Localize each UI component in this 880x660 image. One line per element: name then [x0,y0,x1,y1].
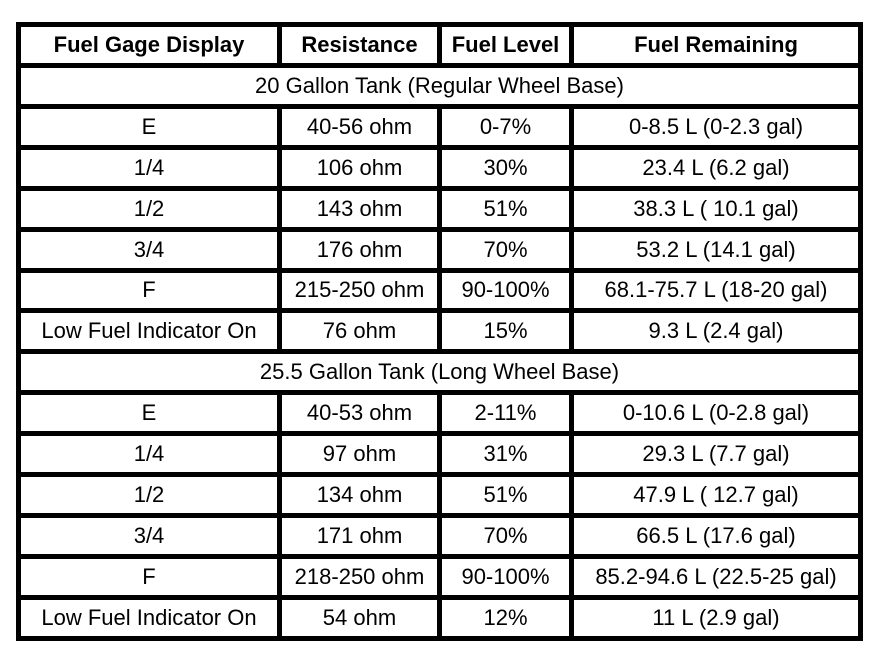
cell-resistance: 40-53 ohm [277,390,442,437]
cell-fuel-gage-display: Low Fuel Indicator On [16,308,282,355]
cell-resistance: 54 ohm [277,594,442,642]
cell-fuel-level: 12% [437,594,574,642]
cell-fuel-remaining: 0-10.6 L (0-2.8 gal) [569,390,863,437]
section-header-row: 20 Gallon Tank (Regular Wheel Base) [16,62,863,109]
table-row: 1/4 106 ohm 30% 23.4 L (6.2 gal) [16,144,863,191]
cell-fuel-remaining: 38.3 L ( 10.1 gal) [569,185,863,232]
table-row: 1/2 134 ohm 51% 47.9 L ( 12.7 gal) [16,472,863,519]
cell-fuel-level: 90-100% [437,267,574,314]
cell-fuel-gage-display: Low Fuel Indicator On [16,594,282,642]
cell-fuel-gage-display: 1/2 [16,472,282,519]
cell-fuel-level: 51% [437,472,574,519]
cell-fuel-gage-display: 1/4 [16,431,282,478]
cell-fuel-remaining: 9.3 L (2.4 gal) [569,308,863,355]
table-row: E 40-56 ohm 0-7% 0-8.5 L (0-2.3 gal) [16,103,863,150]
cell-fuel-gage-display: E [16,103,282,150]
cell-resistance: 134 ohm [277,472,442,519]
cell-resistance: 215-250 ohm [277,267,442,314]
cell-resistance: 143 ohm [277,185,442,232]
cell-resistance: 106 ohm [277,144,442,191]
cell-fuel-level: 2-11% [437,390,574,437]
column-header-fuel-gage-display: Fuel Gage Display [16,22,282,68]
cell-fuel-level: 51% [437,185,574,232]
cell-fuel-gage-display: F [16,267,282,314]
cell-fuel-remaining: 47.9 L ( 12.7 gal) [569,472,863,519]
cell-fuel-gage-display: 3/4 [16,226,282,273]
table-row: Low Fuel Indicator On 76 ohm 15% 9.3 L (… [16,308,863,355]
column-header-fuel-level: Fuel Level [437,22,574,68]
cell-fuel-level: 90-100% [437,553,574,600]
table-row: 1/4 97 ohm 31% 29.3 L (7.7 gal) [16,431,863,478]
section-header-row: 25.5 Gallon Tank (Long Wheel Base) [16,349,863,396]
cell-fuel-gage-display: E [16,390,282,437]
table-row: 3/4 176 ohm 70% 53.2 L (14.1 gal) [16,226,863,273]
cell-resistance: 97 ohm [277,431,442,478]
section-title-20-gallon: 20 Gallon Tank (Regular Wheel Base) [16,62,863,109]
header-row: Fuel Gage Display Resistance Fuel Level … [16,22,863,68]
cell-fuel-remaining: 29.3 L (7.7 gal) [569,431,863,478]
cell-resistance: 76 ohm [277,308,442,355]
cell-resistance: 171 ohm [277,513,442,559]
cell-fuel-level: 30% [437,144,574,191]
fuel-gage-table: Fuel Gage Display Resistance Fuel Level … [16,22,863,642]
cell-fuel-remaining: 53.2 L (14.1 gal) [569,226,863,273]
section-title-25-5-gallon: 25.5 Gallon Tank (Long Wheel Base) [16,349,863,396]
column-header-fuel-remaining: Fuel Remaining [569,22,863,68]
cell-fuel-gage-display: F [16,553,282,600]
cell-fuel-level: 70% [437,513,574,559]
cell-fuel-level: 70% [437,226,574,273]
cell-resistance: 218-250 ohm [277,553,442,600]
column-header-resistance: Resistance [277,22,442,68]
cell-fuel-gage-display: 3/4 [16,513,282,559]
cell-resistance: 40-56 ohm [277,103,442,150]
cell-fuel-remaining: 66.5 L (17.6 gal) [569,513,863,559]
cell-fuel-gage-display: 1/2 [16,185,282,232]
table-row: 3/4 171 ohm 70% 66.5 L (17.6 gal) [16,513,863,559]
cell-fuel-remaining: 0-8.5 L (0-2.3 gal) [569,103,863,150]
cell-fuel-level: 15% [437,308,574,355]
cell-fuel-remaining: 11 L (2.9 gal) [569,594,863,642]
table-row: E 40-53 ohm 2-11% 0-10.6 L (0-2.8 gal) [16,390,863,437]
table-row: F 218-250 ohm 90-100% 85.2-94.6 L (22.5-… [16,553,863,600]
cell-fuel-gage-display: 1/4 [16,144,282,191]
cell-fuel-level: 0-7% [437,103,574,150]
cell-fuel-remaining: 23.4 L (6.2 gal) [569,144,863,191]
cell-fuel-remaining: 68.1-75.7 L (18-20 gal) [569,267,863,314]
table-row: F 215-250 ohm 90-100% 68.1-75.7 L (18-20… [16,267,863,314]
table-row: 1/2 143 ohm 51% 38.3 L ( 10.1 gal) [16,185,863,232]
cell-resistance: 176 ohm [277,226,442,273]
cell-fuel-level: 31% [437,431,574,478]
cell-fuel-remaining: 85.2-94.6 L (22.5-25 gal) [569,553,863,600]
table-row: Low Fuel Indicator On 54 ohm 12% 11 L (2… [16,594,863,642]
